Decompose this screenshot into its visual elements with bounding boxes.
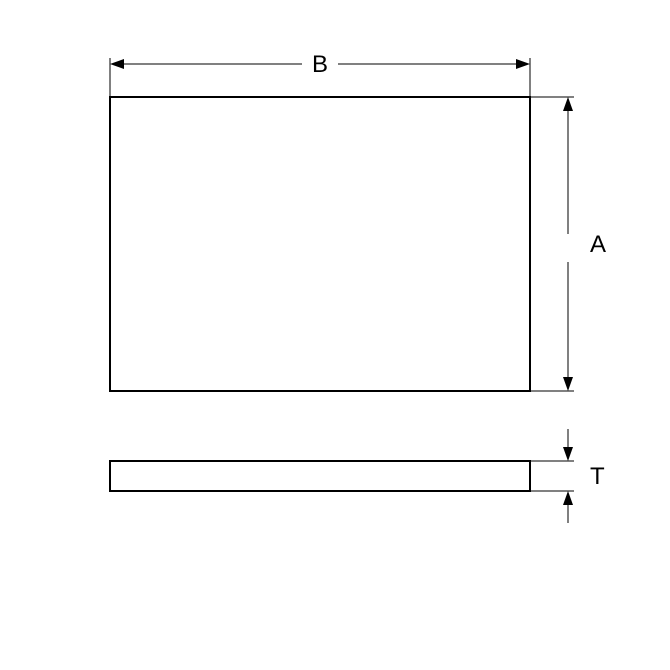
dimension-t xyxy=(530,429,574,523)
dimension-b-label: B xyxy=(312,51,328,78)
plate-top-view xyxy=(110,97,530,391)
dimension-t-label: T xyxy=(590,463,605,490)
dimension-diagram: B A T xyxy=(0,0,670,670)
dimension-a-label: A xyxy=(590,231,606,258)
dimension-a xyxy=(530,97,574,391)
plate-side-view xyxy=(110,461,530,491)
